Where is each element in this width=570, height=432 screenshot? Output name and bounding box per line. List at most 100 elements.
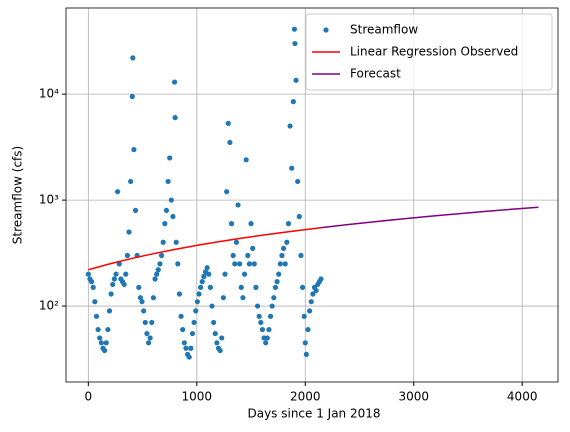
point <box>211 319 217 326</box>
point <box>250 245 256 252</box>
point <box>305 326 311 333</box>
point <box>212 330 218 337</box>
point <box>271 295 277 301</box>
point <box>92 299 98 305</box>
x-axis-label: Days since 1 Jan 2018 <box>247 407 380 421</box>
point <box>144 330 150 337</box>
legend-label: Forecast <box>350 67 401 81</box>
point <box>157 261 163 267</box>
point <box>214 340 220 346</box>
point <box>115 189 121 195</box>
line <box>88 226 322 271</box>
point <box>137 295 144 301</box>
point <box>113 271 119 277</box>
legend-label: Linear Regression Observed <box>350 45 518 59</box>
point <box>154 271 160 277</box>
point <box>139 299 145 305</box>
point <box>318 276 324 282</box>
point <box>165 178 171 185</box>
point <box>282 261 288 267</box>
point <box>227 139 233 146</box>
point <box>291 26 298 32</box>
point <box>178 313 184 319</box>
point <box>150 295 157 301</box>
x-tick-label: 1000 <box>182 390 213 404</box>
point <box>253 284 259 290</box>
point <box>256 313 262 319</box>
point <box>106 308 113 314</box>
point <box>173 239 179 245</box>
point <box>274 279 280 285</box>
point <box>132 207 139 213</box>
point <box>196 291 202 297</box>
point <box>103 340 109 346</box>
point <box>201 273 207 280</box>
point <box>172 115 178 121</box>
point <box>102 347 108 354</box>
point <box>240 295 246 301</box>
point <box>269 303 275 309</box>
point <box>237 261 243 267</box>
y-tick-label: 10² <box>39 299 59 313</box>
point <box>222 271 228 277</box>
line <box>321 206 539 229</box>
point <box>301 313 307 319</box>
point <box>149 319 155 326</box>
point <box>251 261 257 267</box>
point <box>90 284 96 290</box>
point <box>98 340 104 346</box>
point <box>162 221 168 227</box>
point <box>296 213 302 220</box>
point <box>277 261 283 267</box>
point <box>129 93 135 100</box>
point <box>290 99 296 105</box>
point <box>126 229 132 235</box>
point <box>181 340 187 346</box>
point <box>313 287 319 294</box>
point <box>217 347 223 354</box>
point <box>105 326 111 333</box>
point <box>232 261 238 267</box>
point <box>189 330 196 337</box>
point <box>287 123 293 129</box>
y-tick-label: 10³ <box>39 193 59 207</box>
legend-marker <box>323 27 329 33</box>
point <box>198 284 204 290</box>
point <box>259 326 266 333</box>
plot-frame <box>65 7 559 383</box>
y-axis-label: Streamflow (cfs) <box>11 146 25 244</box>
point <box>299 284 306 290</box>
point <box>246 261 253 267</box>
point <box>93 313 100 319</box>
point <box>284 239 290 245</box>
point <box>167 155 173 161</box>
point <box>276 271 282 277</box>
point <box>145 340 152 346</box>
x-tick-label: 2000 <box>290 390 321 404</box>
point <box>209 303 215 309</box>
point <box>193 308 199 314</box>
x-tick-label: 3000 <box>398 390 429 404</box>
point <box>206 271 212 277</box>
point <box>302 340 308 346</box>
point <box>155 267 161 273</box>
point <box>136 284 142 290</box>
point <box>267 313 274 319</box>
point <box>298 252 304 259</box>
point <box>124 252 130 259</box>
point <box>204 265 210 271</box>
point <box>111 276 117 282</box>
point <box>279 252 285 259</box>
point <box>142 319 148 326</box>
point <box>186 354 192 360</box>
point <box>263 340 269 346</box>
point <box>264 335 270 341</box>
point <box>130 55 136 61</box>
point <box>163 207 170 213</box>
legend-label: Streamflow <box>350 23 418 37</box>
point <box>88 279 95 285</box>
point <box>152 276 158 282</box>
point <box>293 77 299 83</box>
point <box>310 291 316 297</box>
